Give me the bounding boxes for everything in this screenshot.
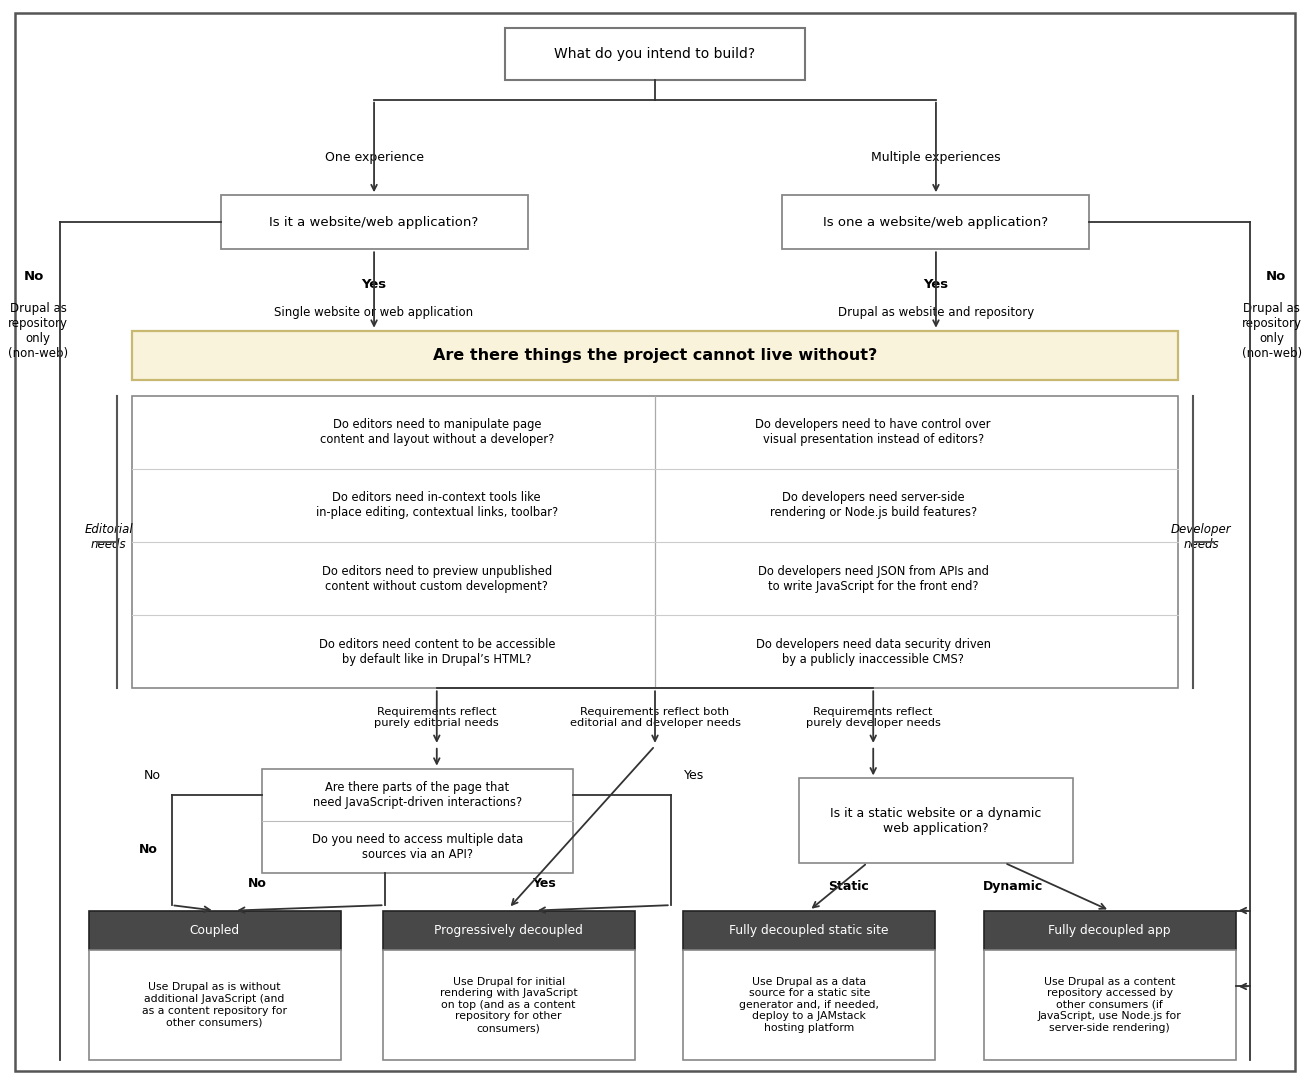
Text: Use Drupal for initial
rendering with JavaScript
on top (and as a content
reposi: Use Drupal for initial rendering with Ja… [440, 977, 578, 1033]
Text: Progressively decoupled: Progressively decoupled [434, 924, 583, 937]
Text: Are there parts of the page that
need JavaScript-driven interactions?: Are there parts of the page that need Ja… [313, 780, 521, 809]
Text: One experience: One experience [325, 151, 423, 164]
FancyBboxPatch shape [262, 769, 572, 873]
Text: Do editors need to manipulate page
content and layout without a developer?: Do editors need to manipulate page conte… [320, 418, 554, 447]
FancyBboxPatch shape [132, 331, 1178, 380]
Text: Do developers need data security driven
by a publicly inaccessible CMS?: Do developers need data security driven … [756, 637, 990, 666]
Text: Multiple experiences: Multiple experiences [871, 151, 1001, 164]
Text: Do editors need content to be accessible
by default like in Drupal’s HTML?: Do editors need content to be accessible… [318, 637, 555, 666]
FancyBboxPatch shape [984, 950, 1235, 1060]
Text: Is it a static website or a dynamic
web application?: Is it a static website or a dynamic web … [831, 806, 1041, 835]
Text: Use Drupal as is without
additional JavaScript (and
as a content repository for
: Use Drupal as is without additional Java… [141, 982, 287, 1028]
Text: Drupal as
repository
only
(non-web): Drupal as repository only (non-web) [8, 301, 68, 360]
FancyBboxPatch shape [89, 950, 341, 1060]
Text: Do editors need to preview unpublished
content without custom development?: Do editors need to preview unpublished c… [322, 565, 552, 593]
Text: Yes: Yes [684, 769, 705, 782]
FancyBboxPatch shape [89, 911, 341, 950]
Text: Yes: Yes [532, 877, 555, 890]
FancyBboxPatch shape [220, 195, 528, 249]
Text: Editorial
needs: Editorial needs [84, 522, 134, 551]
FancyBboxPatch shape [383, 950, 635, 1060]
FancyBboxPatch shape [984, 911, 1235, 950]
Text: No: No [143, 769, 160, 782]
Text: Is one a website/web application?: Is one a website/web application? [824, 216, 1048, 229]
Text: Requirements reflect
purely developer needs: Requirements reflect purely developer ne… [806, 707, 941, 728]
Text: No: No [24, 270, 45, 283]
Text: Static: Static [828, 880, 869, 893]
FancyBboxPatch shape [504, 28, 806, 80]
Text: Drupal as website and repository: Drupal as website and repository [838, 306, 1034, 319]
FancyBboxPatch shape [799, 778, 1073, 863]
Text: Yes: Yes [924, 278, 948, 291]
FancyBboxPatch shape [383, 911, 635, 950]
FancyBboxPatch shape [132, 396, 1178, 688]
FancyBboxPatch shape [782, 195, 1090, 249]
Text: Is it a website/web application?: Is it a website/web application? [270, 216, 478, 229]
Text: No: No [1265, 270, 1286, 283]
Text: Do you need to access multiple data
sources via an API?: Do you need to access multiple data sour… [312, 833, 523, 861]
Text: Do editors need in-context tools like
in-place editing, contextual links, toolba: Do editors need in-context tools like in… [316, 491, 558, 519]
Text: Do developers need server-side
rendering or Node.js build features?: Do developers need server-side rendering… [770, 491, 977, 519]
Text: Dynamic: Dynamic [982, 880, 1043, 893]
Text: Yes: Yes [362, 278, 386, 291]
Text: No: No [249, 877, 267, 890]
Text: Do developers need to have control over
visual presentation instead of editors?: Do developers need to have control over … [756, 418, 990, 447]
Text: Fully decoupled static site: Fully decoupled static site [730, 924, 889, 937]
Text: Requirements reflect both
editorial and developer needs: Requirements reflect both editorial and … [570, 707, 740, 728]
Text: Developer
needs: Developer needs [1171, 522, 1231, 551]
Text: Use Drupal as a data
source for a static site
generator and, if needed,
deploy t: Use Drupal as a data source for a static… [739, 977, 879, 1033]
Text: Requirements reflect
purely editorial needs: Requirements reflect purely editorial ne… [375, 707, 499, 728]
Text: Coupled: Coupled [190, 924, 240, 937]
Text: Drupal as
repository
only
(non-web): Drupal as repository only (non-web) [1242, 301, 1302, 360]
Text: Fully decoupled app: Fully decoupled app [1048, 924, 1171, 937]
Text: What do you intend to build?: What do you intend to build? [554, 48, 756, 61]
Text: Do developers need JSON from APIs and
to write JavaScript for the front end?: Do developers need JSON from APIs and to… [757, 565, 989, 593]
Text: No: No [139, 843, 157, 856]
Text: Use Drupal as a content
repository accessed by
other consumers (if
JavaScript, u: Use Drupal as a content repository acces… [1038, 977, 1182, 1033]
FancyBboxPatch shape [683, 911, 935, 950]
FancyBboxPatch shape [683, 950, 935, 1060]
Text: Are there things the project cannot live without?: Are there things the project cannot live… [432, 348, 878, 363]
Text: Single website or web application: Single website or web application [275, 306, 474, 319]
